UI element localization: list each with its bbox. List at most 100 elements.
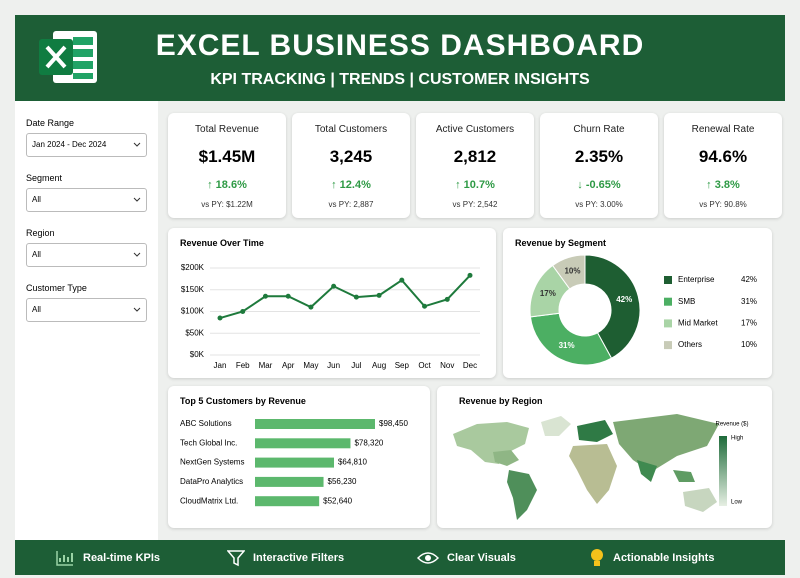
kpi-prior: vs PY: 2,887: [328, 200, 374, 209]
x-tick-label: Nov: [440, 361, 454, 370]
footer-text: Real-time KPIs: [83, 551, 161, 564]
point: [399, 277, 405, 283]
legend-value: 31%: [741, 297, 757, 306]
title: EXCEL BUSINESS DASHBOARD: [155, 29, 645, 62]
footer-item: Real-time KPIs: [55, 540, 160, 575]
dropdown-caret: [133, 142, 141, 147]
y-tick-label: $50K: [185, 328, 204, 337]
point: [285, 293, 291, 299]
slice-label: 42%: [616, 295, 632, 304]
kpi-title: Active Customers: [435, 124, 515, 135]
value-label: $98,450: [379, 419, 408, 428]
dropdown-value: All: [32, 195, 41, 204]
slice: [584, 254, 641, 359]
y-tick-label: $150K: [181, 285, 205, 294]
caret: [133, 197, 141, 202]
slice-label: 17%: [540, 289, 556, 298]
caret: [133, 252, 141, 257]
kpi-card: Total Revenue $1.45M ↑ 18.6% vs PY: $1.22M: [168, 113, 286, 218]
kpi-card: Churn Rate 2.35% ↓ -0.65% vs PY: 3.00%: [540, 113, 658, 218]
dropdown[interactable]: Jan 2024 - Dec 2024: [26, 133, 147, 157]
kpi-value: 2,812: [453, 147, 497, 166]
bar: [255, 457, 334, 468]
footer-item: Actionable Insights: [589, 540, 714, 575]
dropdown-caret: [133, 197, 141, 202]
y-tick-label: $200K: [181, 263, 205, 272]
kpi-value: $1.45M: [198, 147, 256, 166]
legend-title: Revenue ($): [715, 422, 748, 428]
panel-title: Revenue by Segment: [515, 238, 607, 248]
kpi-value: 2.35%: [574, 147, 624, 166]
category-label: DataPro Analytics: [180, 477, 243, 486]
point: [467, 272, 473, 278]
legend-swatch: [664, 297, 672, 306]
caret: [133, 307, 141, 312]
kpi-card: Active Customers 2,812 ↑ 10.7% vs PY: 2,542: [416, 113, 534, 218]
kpi-value: 3,245: [329, 147, 373, 166]
point: [444, 296, 450, 302]
world-map: Revenue ($) High Low: [453, 414, 749, 520]
kpi-prior: vs PY: 2,542: [452, 200, 498, 209]
legend-label: SMB: [678, 297, 695, 306]
filter-label: Region: [26, 228, 55, 238]
footer-item: Interactive Filters: [227, 540, 344, 575]
bar-chart: ABC Solutions $98,450 Tech Global Inc. $78,…: [180, 419, 408, 507]
excel-logo: [39, 31, 97, 83]
bar: [255, 476, 324, 487]
bar: [255, 438, 351, 449]
donut-chart: 42% Enterprise 42% 31% SMB 31% 17% Mid Market 17…: [529, 254, 757, 366]
category-label: ABC Solutions: [180, 419, 232, 428]
footer: Real-time KPIs Interactive Filters Clear…: [15, 540, 785, 575]
value-label: $56,230: [328, 477, 357, 486]
filter-label: Date Range: [26, 118, 75, 128]
kpi-change: ↑ 12.4%: [331, 179, 371, 191]
x-tick-label: Mar: [259, 361, 273, 370]
header: EXCEL BUSINESS DASHBOARD KPI TRACKING | …: [15, 15, 785, 101]
category-label: CloudMatrix Ltd.: [180, 496, 238, 505]
kpi-change: ↑ 10.7%: [455, 179, 495, 191]
legend-high: High: [731, 436, 743, 442]
panel-title: Revenue by Region: [459, 396, 543, 406]
kpi-title: Churn Rate: [573, 124, 625, 135]
point: [262, 293, 268, 299]
legend-swatch: [664, 341, 672, 350]
x-tick-label: Aug: [372, 361, 386, 370]
y-tick-label: $100K: [181, 307, 205, 316]
kpi-card: Renewal Rate 94.6% ↑ 3.8% vs PY: 90.8%: [664, 113, 782, 218]
x-tick-label: Jan: [214, 361, 227, 370]
dropdown[interactable]: All: [26, 188, 147, 212]
dropdown[interactable]: All: [26, 243, 147, 267]
x-tick-label: Dec: [463, 361, 477, 370]
point: [422, 303, 428, 309]
x-tick-label: Apr: [282, 361, 295, 370]
dropdown-value: Jan 2024 - Dec 2024: [32, 140, 107, 149]
value-label: $64,810: [338, 458, 367, 467]
slice-label: 10%: [564, 267, 580, 276]
legend-value: 10%: [741, 340, 757, 349]
footer-item: Clear Visuals: [417, 540, 516, 575]
point: [376, 292, 382, 298]
legend-swatch: [664, 319, 672, 328]
point: [217, 315, 223, 321]
legend-label: Enterprise: [678, 275, 715, 284]
legend-value: 17%: [741, 319, 757, 328]
legend-swatch: [664, 276, 672, 284]
bar: [255, 419, 375, 429]
kpi-title: Total Revenue: [195, 124, 259, 135]
dropdown-caret: [133, 307, 141, 312]
footer-text: Actionable Insights: [613, 551, 715, 564]
x-tick-label: Feb: [236, 361, 250, 370]
kpi-card: Total Customers 3,245 ↑ 12.4% vs PY: 2,887: [292, 113, 410, 218]
point: [308, 304, 314, 310]
dropdown[interactable]: All: [26, 298, 147, 322]
bar: [255, 496, 320, 507]
slice: [529, 312, 613, 366]
point: [353, 294, 359, 300]
map-panel: Revenue by Region Revenue ($) High Low: [437, 386, 772, 528]
slice-label: 31%: [559, 341, 575, 350]
dropdown-caret: [133, 252, 141, 257]
point: [331, 283, 337, 289]
panel-title: Top 5 Customers by Revenue: [180, 396, 306, 406]
slice: [551, 254, 586, 290]
